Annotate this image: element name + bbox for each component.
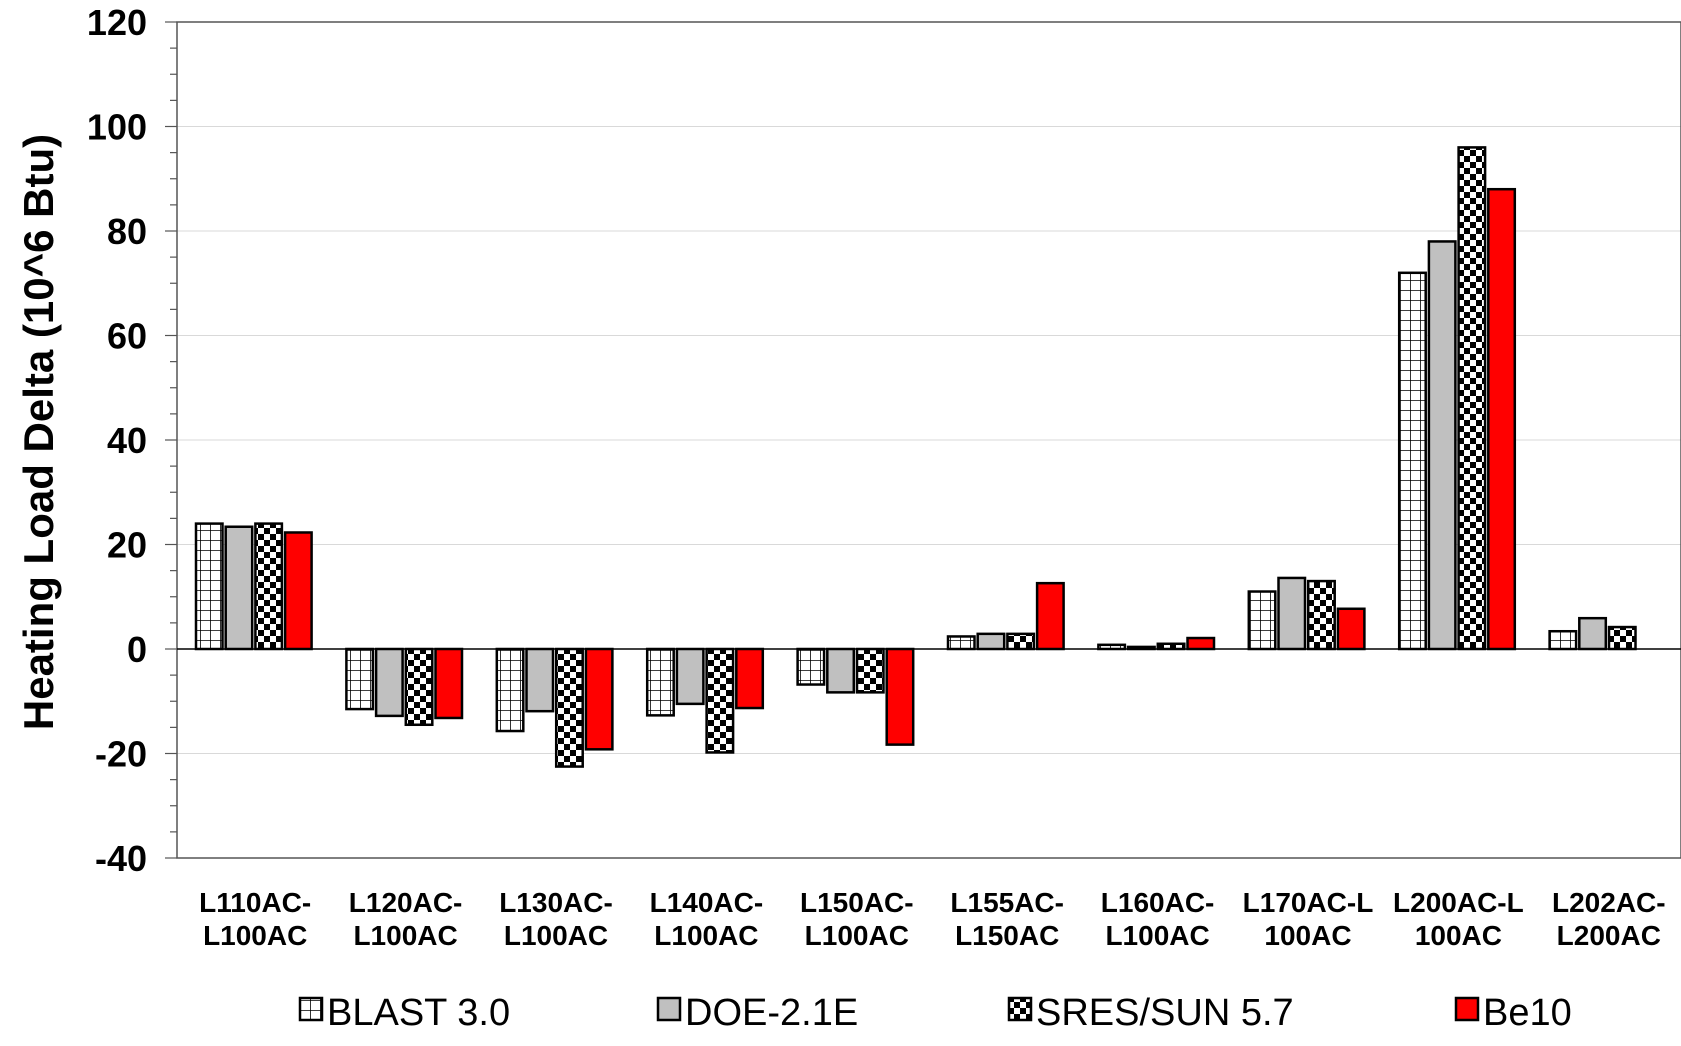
bar-be10-6 bbox=[1186, 636, 1216, 651]
legend-label: BLAST 3.0 bbox=[327, 992, 510, 1034]
bar-sres-sun-5-7-8 bbox=[1457, 146, 1487, 651]
y-tick-label: 80 bbox=[107, 211, 147, 252]
axes bbox=[165, 21, 1681, 859]
y-tick-label: 0 bbox=[127, 629, 147, 670]
legend-swatch bbox=[298, 996, 324, 1022]
x-tick-label: L170AC-L 100AC bbox=[1243, 887, 1374, 951]
bar-blast-3-0-2 bbox=[495, 647, 525, 733]
bar-blast-3-0-1 bbox=[345, 647, 375, 711]
x-tick-label: L150AC-L100AC bbox=[800, 887, 914, 951]
bar-blast-3-0-3 bbox=[645, 647, 675, 717]
bar-sres-sun-5-7-1 bbox=[404, 647, 434, 727]
legend-label: Be10 bbox=[1483, 992, 1572, 1034]
x-tick-label: L110AC-L100AC bbox=[199, 887, 311, 951]
bar-doe-2-1e-5 bbox=[976, 632, 1006, 651]
bar-blast-3-0-7 bbox=[1247, 590, 1277, 651]
y-tick-label: -20 bbox=[95, 734, 147, 775]
bar-sres-sun-5-7-5 bbox=[1006, 632, 1036, 651]
bar-be10-0 bbox=[283, 531, 313, 651]
bar-doe-2-1e-7 bbox=[1277, 576, 1307, 651]
x-tick-label: L155AC-L150AC bbox=[950, 887, 1064, 951]
legend-swatch bbox=[1007, 996, 1033, 1022]
y-axis-label: Heating Load Delta (10^6 Btu) bbox=[15, 134, 62, 730]
bar-be10-5 bbox=[1035, 581, 1065, 651]
bar-blast-3-0-0 bbox=[194, 522, 224, 651]
bar-doe-2-1e-8 bbox=[1427, 240, 1457, 651]
bar-be10-4 bbox=[885, 647, 915, 746]
legend-label: DOE-2.1E bbox=[685, 992, 858, 1034]
bar-sres-sun-5-7-6 bbox=[1156, 642, 1186, 651]
legend: BLAST 3.0 DOE-2.1E SRES/SUN 5.7 Be10 bbox=[298, 992, 1572, 1034]
x-tick-label: L140AC-L100AC bbox=[650, 887, 764, 951]
y-tick-label: 40 bbox=[107, 420, 147, 461]
bar-blast-3-0-5 bbox=[946, 635, 976, 651]
bar-doe-2-1e-1 bbox=[374, 647, 404, 718]
bar-be10-8 bbox=[1487, 187, 1517, 651]
bar-doe-2-1e-4 bbox=[826, 647, 856, 694]
bar-blast-3-0-9 bbox=[1548, 629, 1578, 651]
bar-be10-2 bbox=[584, 647, 614, 751]
bar-be10-3 bbox=[735, 647, 765, 710]
y-tick-label: 120 bbox=[87, 2, 147, 43]
bar-doe-2-1e-3 bbox=[675, 647, 705, 706]
bar-blast-3-0-4 bbox=[796, 647, 826, 686]
bar-sres-sun-5-7-4 bbox=[855, 647, 885, 694]
y-tick-label: 60 bbox=[107, 316, 147, 357]
y-tick-label: 100 bbox=[87, 107, 147, 148]
x-tick-label: L200AC-L 100AC bbox=[1393, 887, 1524, 951]
x-tick-label: L130AC-L100AC bbox=[499, 887, 613, 951]
legend-swatch bbox=[1454, 996, 1480, 1022]
bar-sres-sun-5-7-7 bbox=[1306, 579, 1336, 651]
bar-sres-sun-5-7-2 bbox=[554, 647, 584, 768]
bar-doe-2-1e-9 bbox=[1578, 616, 1608, 651]
y-tick-label: -40 bbox=[95, 838, 147, 879]
bar-doe-2-1e-2 bbox=[525, 647, 555, 713]
legend-swatch bbox=[656, 996, 682, 1022]
bar-blast-3-0-8 bbox=[1397, 271, 1427, 651]
bar-sres-sun-5-7-0 bbox=[254, 522, 284, 651]
tick-labels: -40 -20 0 20 40 60 80 100 120 L110AC-L100AC L120AC… bbox=[87, 2, 1666, 951]
bar-doe-2-1e-0 bbox=[224, 525, 254, 651]
x-tick-label: L202AC-L200AC bbox=[1552, 887, 1666, 951]
y-tick-label: 20 bbox=[107, 525, 147, 566]
legend-label: SRES/SUN 5.7 bbox=[1036, 992, 1294, 1034]
bar-sres-sun-5-7-3 bbox=[705, 647, 735, 754]
x-tick-label: L160AC-L100AC bbox=[1101, 887, 1215, 951]
bars bbox=[194, 146, 1637, 768]
x-tick-label: L120AC-L100AC bbox=[349, 887, 463, 951]
bar-sres-sun-5-7-9 bbox=[1607, 625, 1637, 651]
bar-be10-7 bbox=[1336, 607, 1366, 651]
bar-be10-1 bbox=[434, 647, 464, 720]
